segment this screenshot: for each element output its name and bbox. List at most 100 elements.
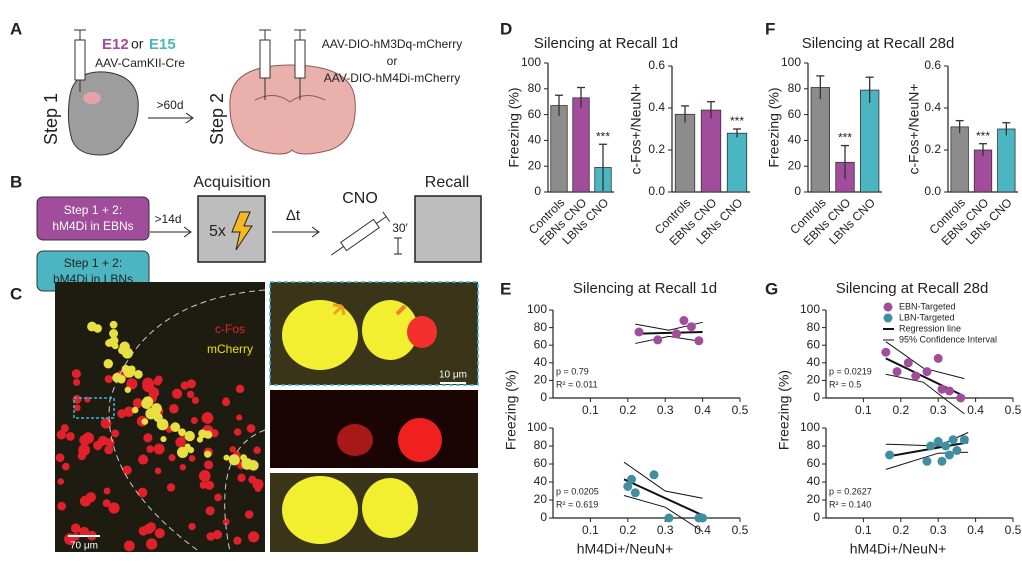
cell <box>204 450 212 458</box>
cell <box>138 526 149 536</box>
y-tick-label: 0.2 <box>924 142 941 156</box>
label: AAV-DIO-hM3Dq-mCherry <box>322 37 462 51</box>
cell <box>153 412 163 423</box>
point <box>937 384 947 394</box>
legend-swatch <box>883 302 893 312</box>
x-tick-label: 0.1 <box>855 523 872 537</box>
regression-line <box>635 331 703 335</box>
cell <box>246 424 256 433</box>
cell <box>187 446 195 454</box>
group-box <box>36 196 150 241</box>
point <box>926 441 936 451</box>
cell <box>109 320 118 329</box>
cell <box>244 510 254 519</box>
cells <box>55 320 264 552</box>
cell <box>176 446 189 459</box>
legend-label: Regression line <box>899 323 961 333</box>
x-tick-label: 0.2 <box>892 523 909 537</box>
y-tick-label: 60 <box>788 107 802 121</box>
cell <box>153 443 165 455</box>
brain <box>229 64 356 155</box>
cell <box>160 436 167 443</box>
panel-c: c-Fos mCherry 70 μm 10 μm <box>55 281 479 553</box>
label: >60d <box>156 98 183 112</box>
p-value: p = 0.2627 <box>829 486 872 496</box>
ci-line <box>635 335 703 344</box>
label: AAV-CamKII-Cre <box>95 56 185 70</box>
panel-letter: G <box>765 279 778 298</box>
y-tick-label: 0.0 <box>648 184 665 198</box>
panel-letter: A <box>10 19 22 38</box>
y-tick-label: 20 <box>807 492 821 506</box>
cell <box>79 526 90 537</box>
chart-title: Silencing at Recall 1d <box>534 35 678 52</box>
y-axis-label: Freezing (%) <box>776 370 792 450</box>
point <box>937 456 947 466</box>
cell <box>123 365 136 378</box>
cell <box>212 530 223 540</box>
cell <box>105 339 113 347</box>
layer-outline <box>108 289 266 553</box>
x-axis-label: hM4Di+/NeuN+ <box>577 541 674 557</box>
x-tick-label: 0.5 <box>1005 403 1022 417</box>
y-tick-label: 100 <box>800 420 820 434</box>
bar <box>726 132 748 193</box>
cell <box>201 412 214 424</box>
y-tick-label: 80 <box>807 320 821 334</box>
embryo-brain <box>83 92 101 104</box>
x-tick-label: 0.2 <box>619 523 636 537</box>
cell <box>73 404 81 412</box>
y-tick-label: 60 <box>528 107 542 121</box>
cell <box>142 377 154 390</box>
point <box>649 470 659 480</box>
y-tick-label: 80 <box>528 81 542 95</box>
cell <box>180 381 190 390</box>
y-tick-label: 100 <box>781 55 801 69</box>
arrow <box>150 226 192 238</box>
cell <box>100 417 112 429</box>
cell <box>131 406 139 414</box>
y-tick-label: 0.6 <box>924 58 941 72</box>
r-squared: R² = 0.619 <box>556 499 598 509</box>
cell <box>206 532 216 541</box>
p-value: p = 0.0205 <box>556 486 599 496</box>
point <box>933 353 943 363</box>
y-tick-label: 0 <box>813 510 820 524</box>
legend-label: EBN-Targeted <box>899 301 956 311</box>
cell <box>186 379 196 389</box>
y-tick-label: 0 <box>794 184 801 198</box>
y-tick-label: 40 <box>534 355 548 369</box>
chart-title: Silencing at Recall 28d <box>836 280 989 297</box>
cell <box>57 478 65 485</box>
x-tick-label: 0.5 <box>732 523 749 537</box>
cell <box>55 453 65 463</box>
cell <box>191 396 199 404</box>
y-tick-label: 100 <box>527 302 547 316</box>
point <box>952 446 962 455</box>
regression-line <box>885 441 969 458</box>
y-axis-label: c-Fos+/NeuN+ <box>906 83 922 174</box>
y-tick-label: 40 <box>807 474 821 488</box>
y-tick-label: 60 <box>534 456 548 470</box>
y-tick-label: 0.0 <box>924 184 941 198</box>
y-tick-label: 60 <box>807 337 821 351</box>
panel-letter: D <box>500 19 512 38</box>
point <box>956 393 966 403</box>
cell <box>179 464 187 471</box>
image-cfos <box>270 390 478 468</box>
y-tick-label: 20 <box>528 158 542 172</box>
inset-frame <box>269 281 479 386</box>
x-tick-label: 0.1 <box>855 403 872 417</box>
cell <box>190 417 198 425</box>
x-tick-label: 0.3 <box>657 403 674 417</box>
cell <box>72 394 82 404</box>
cell <box>56 430 67 440</box>
y-tick-label: 0 <box>540 510 547 524</box>
cell <box>223 454 230 461</box>
cell <box>132 398 143 409</box>
label: Step 1 <box>41 93 61 145</box>
cell <box>241 458 253 470</box>
panel-letter: F <box>765 19 775 38</box>
bar <box>860 89 880 193</box>
y-tick-label: 0 <box>540 390 547 404</box>
